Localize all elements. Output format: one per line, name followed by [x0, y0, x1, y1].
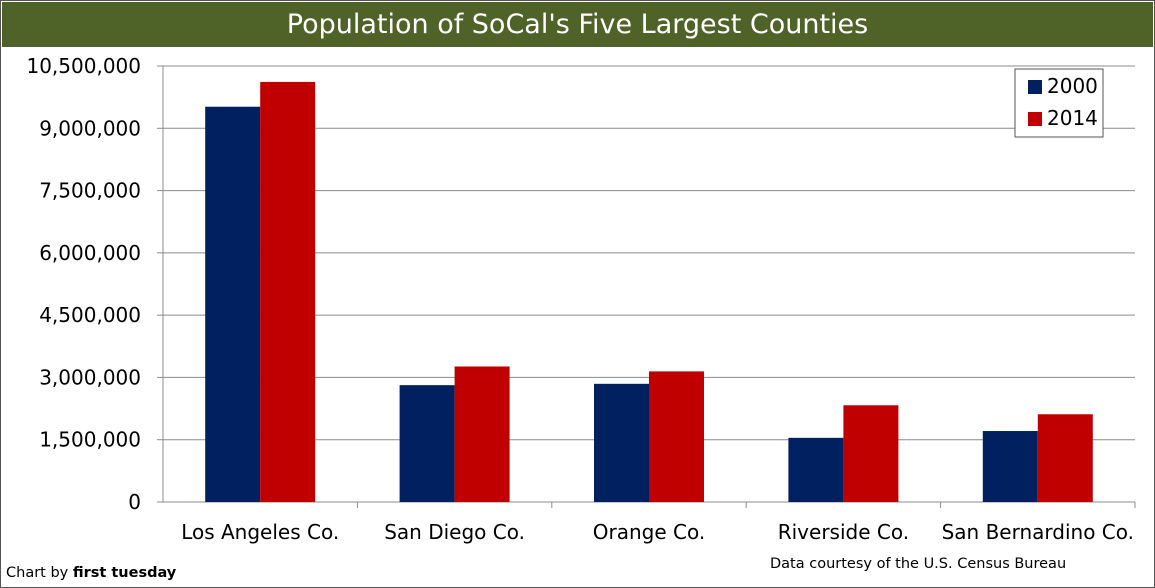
bar-2014	[649, 371, 704, 502]
bar-2014	[843, 405, 899, 502]
y-tick-label: 10,500,000	[26, 54, 141, 78]
title-bar: Population of SoCal's Five Largest Count…	[2, 2, 1153, 47]
bar-2000	[594, 383, 649, 502]
brand-name: first tuesday	[72, 565, 177, 581]
bar-2000	[399, 385, 455, 502]
bar-2014	[454, 366, 510, 502]
y-tick-label: 3,000,000	[39, 365, 141, 389]
y-tick-label: 9,000,000	[39, 116, 141, 140]
x-tick-label: Orange Co.	[593, 520, 705, 544]
x-tick-label: San Diego Co.	[384, 520, 525, 544]
bar-2014	[1037, 414, 1093, 502]
y-tick-label: 1,500,000	[39, 428, 141, 452]
y-tick-label: 7,500,000	[39, 179, 141, 203]
x-tick-label: Riverside Co.	[778, 520, 909, 544]
legend-swatch	[1028, 80, 1042, 94]
bar-2000	[205, 106, 261, 502]
y-tick-label: 4,500,000	[39, 303, 141, 327]
chart-title: Population of SoCal's Five Largest Count…	[286, 9, 869, 40]
x-tick-label: San Bernardino Co.	[942, 520, 1134, 544]
bar-2000	[982, 431, 1038, 502]
bar-2014	[260, 81, 316, 503]
x-tick-label: Los Angeles Co.	[181, 520, 339, 544]
y-tick-label: 6,000,000	[39, 241, 141, 265]
chart-credit: Chart by first tuesday	[6, 565, 176, 581]
data-source-credit: Data courtesy of the U.S. Census Bureau	[770, 556, 1067, 572]
legend-swatch	[1028, 112, 1042, 126]
legend-label: 2000	[1047, 74, 1098, 98]
bar-2000	[788, 437, 844, 502]
chart-credit-prefix: Chart by	[6, 565, 73, 581]
legend-label: 2014	[1047, 106, 1098, 130]
y-tick-label: 0	[128, 490, 141, 514]
